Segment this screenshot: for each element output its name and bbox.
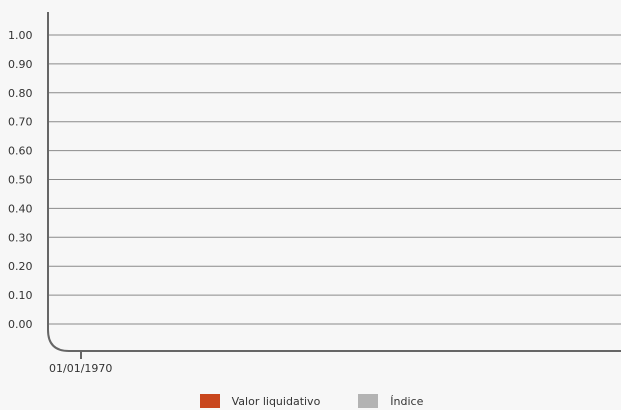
- y-tick-label: 0.30: [8, 231, 33, 244]
- legend: Valor liquidativo Índice: [0, 394, 621, 408]
- legend-swatch-valor-liquidativo: [199, 394, 220, 408]
- legend-item-valor-liquidativo[interactable]: Valor liquidativo: [199, 394, 321, 408]
- y-tick-label: 0.60: [8, 145, 33, 158]
- grid-lines: [48, 34, 621, 325]
- y-tick-label: 0.80: [8, 87, 33, 100]
- axis-line: [47, 12, 621, 352]
- x-tick-label: 01/01/1970: [49, 362, 112, 375]
- y-tick-label: 1.00: [8, 29, 33, 42]
- y-tick-label: 0.00: [8, 318, 33, 331]
- legend-swatch-indice: [358, 394, 379, 408]
- legend-label-indice: Índice: [390, 394, 424, 408]
- y-tick-label: 0.90: [8, 58, 33, 71]
- axes: [47, 12, 621, 352]
- y-tick-label: 0.50: [8, 174, 33, 187]
- y-tick-label: 0.10: [8, 289, 33, 302]
- y-tick-label: 0.20: [8, 260, 33, 273]
- legend-label-valor-liquidativo: Valor liquidativo: [231, 394, 321, 408]
- legend-item-indice[interactable]: Índice: [358, 394, 423, 408]
- y-tick-label: 0.70: [8, 116, 33, 129]
- x-axis-ticks: 01/01/1970: [49, 351, 112, 375]
- chart-plot-area: 1.00 0.90 0.80 0.70 0.60 0.50 0.40 0.30 0.20 0.10…: [8, 12, 621, 375]
- y-axis-tick-labels: 1.00 0.90 0.80 0.70 0.60 0.50 0.40 0.30 0.20 0.10…: [8, 29, 33, 331]
- y-tick-label: 0.40: [8, 202, 33, 215]
